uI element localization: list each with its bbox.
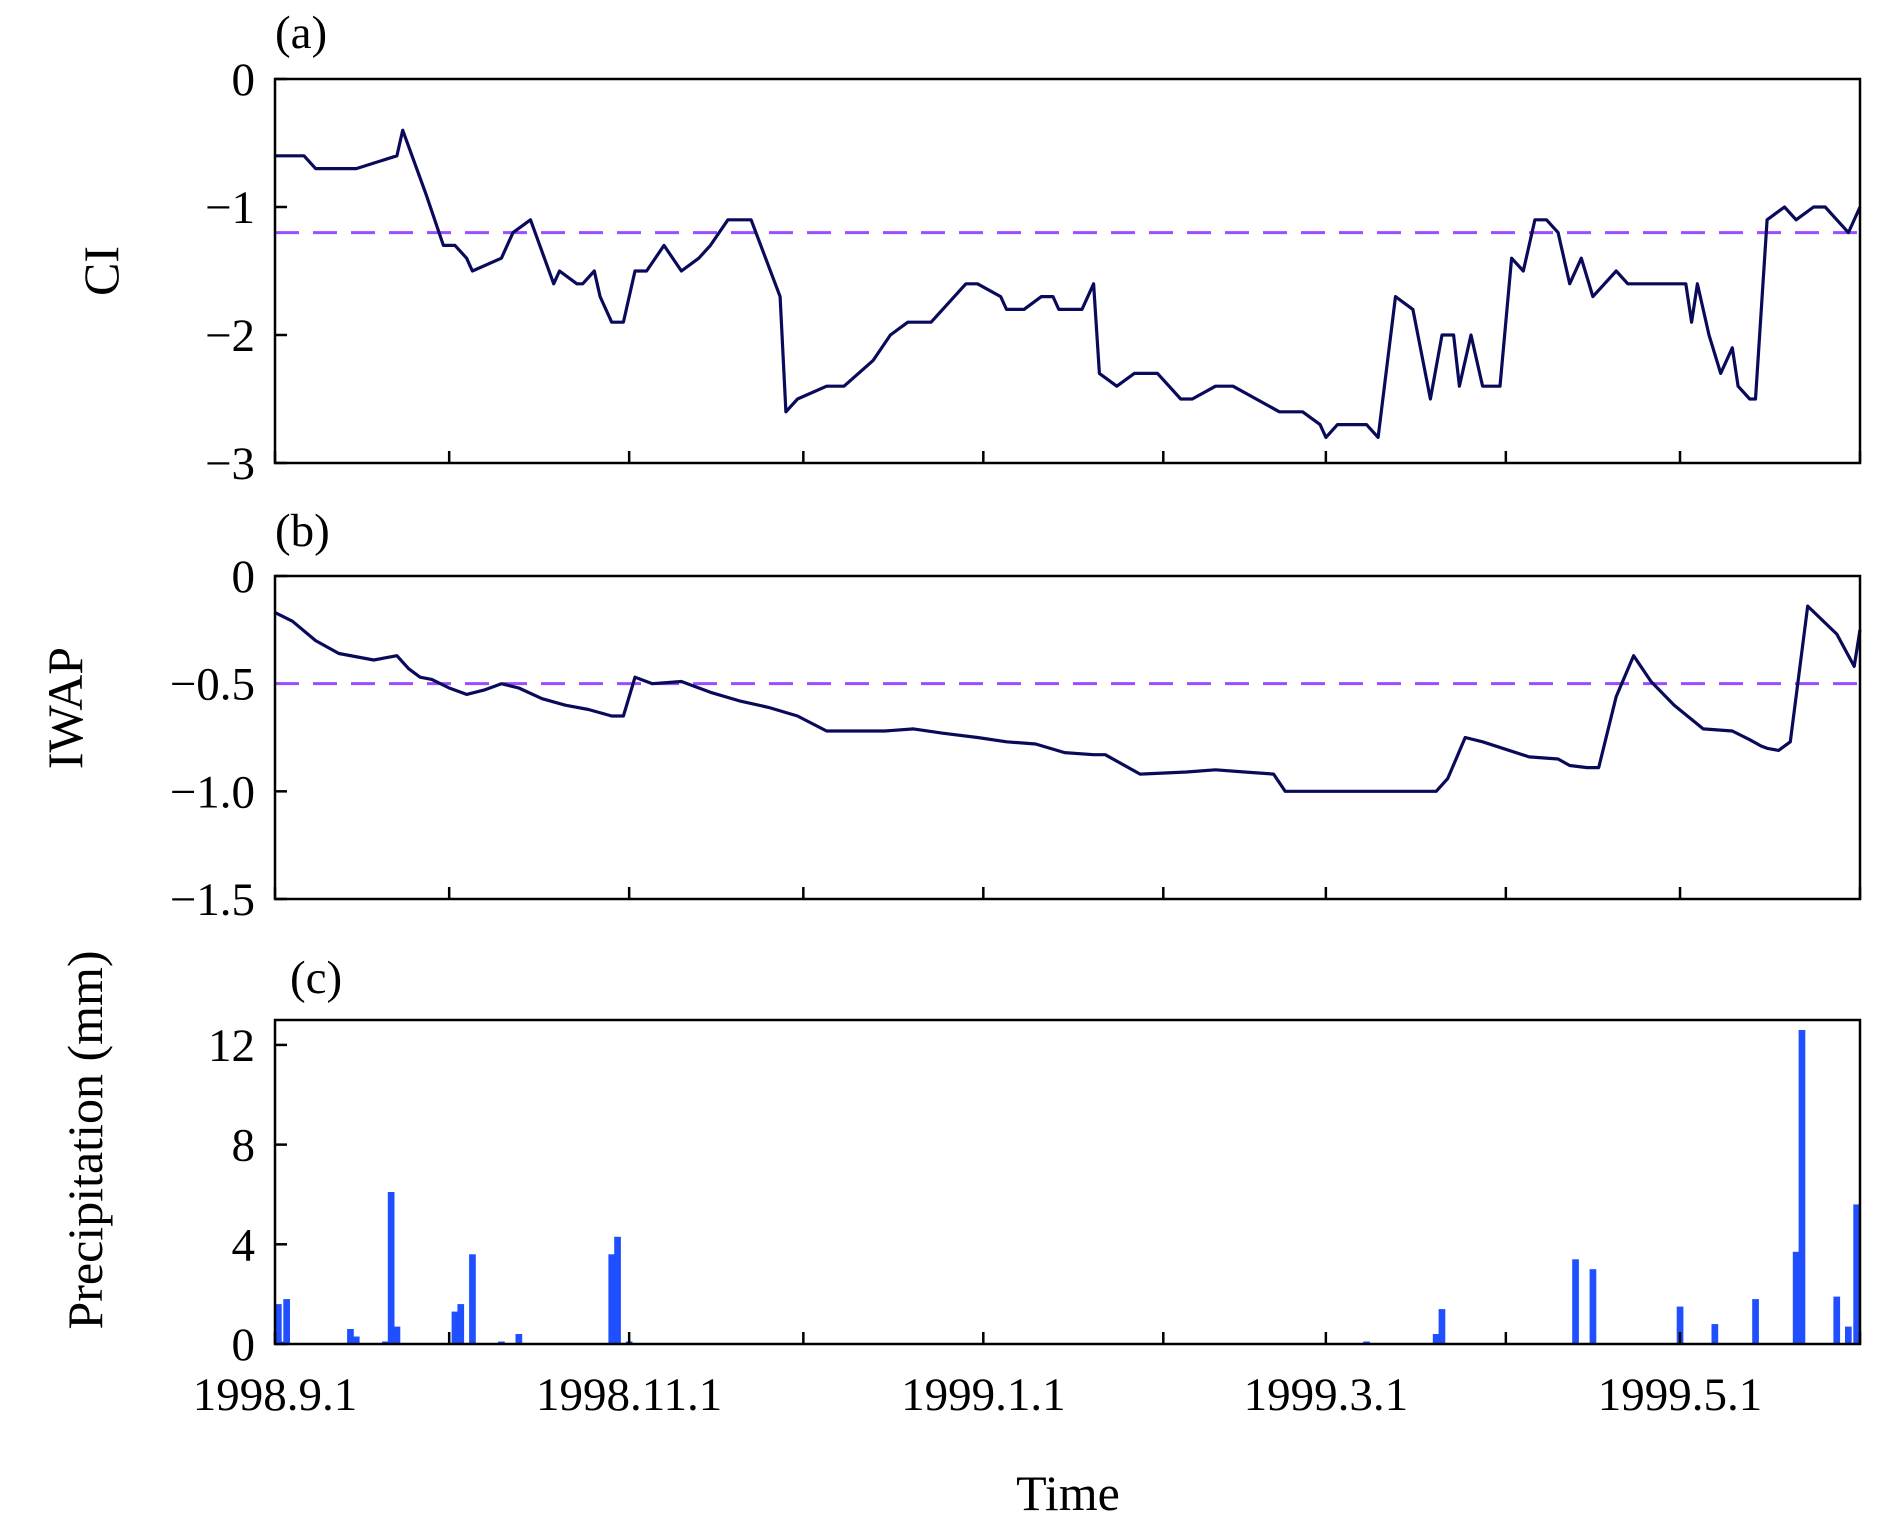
panel-a: (a) CI 0 −1 −2 −3 — [73, 7, 1862, 490]
panel-a-label: (a) — [275, 7, 327, 59]
panel-a-ylabel: CI — [73, 246, 129, 296]
panel-a-ci-line — [275, 128, 1862, 439]
panel-a-xticks — [273, 451, 1862, 463]
precip-bar — [614, 1236, 621, 1344]
ytick-label: −0.5 — [170, 659, 255, 711]
ytick-label: −2 — [205, 310, 255, 362]
precip-bar — [469, 1254, 476, 1344]
ytick-label: 8 — [232, 1120, 256, 1172]
xtick-label: 1999.1.1 — [901, 1369, 1066, 1421]
precip-bar — [387, 1192, 395, 1344]
precip-bar — [515, 1334, 523, 1344]
precip-bar — [1676, 1306, 1684, 1344]
panel-b-label: (b) — [275, 505, 330, 557]
precip-bar — [451, 1311, 459, 1344]
ytick-label: −1.5 — [170, 874, 255, 926]
xtick-label: 1999.5.1 — [1598, 1369, 1763, 1421]
precip-bar — [352, 1336, 360, 1344]
x-axis-title: Time — [1016, 1465, 1120, 1519]
ytick-label: −1.0 — [170, 766, 255, 818]
panel-a-yticks: 0 −1 −2 −3 — [205, 54, 287, 490]
panel-c-ylabel: Precipitation (mm) — [57, 950, 113, 1329]
precip-bar — [1792, 1251, 1800, 1344]
precip-bar — [1589, 1269, 1597, 1344]
precip-bar — [1845, 1326, 1852, 1344]
precip-bar — [1752, 1299, 1759, 1344]
precip-bar — [1853, 1204, 1860, 1344]
precip-bar — [1432, 1334, 1440, 1344]
precip-bar — [1711, 1324, 1719, 1344]
ytick-label: 0 — [232, 1319, 256, 1371]
precip-bar — [283, 1299, 290, 1344]
precip-bar — [457, 1304, 465, 1344]
ytick-label: 0 — [232, 54, 256, 106]
panel-c-bars — [275, 1030, 1860, 1344]
panel-b-frame — [273, 574, 1862, 901]
ytick-label: 0 — [232, 551, 256, 603]
ytick-label: 4 — [232, 1219, 256, 1271]
ytick-label: 12 — [208, 1020, 255, 1072]
precip-bar — [393, 1326, 401, 1344]
panel-b: (b) IWAP 0 −0.5 −1.0 −1.5 — [37, 505, 1862, 926]
precip-bar — [347, 1329, 354, 1344]
ytick-label: −3 — [205, 438, 255, 490]
panel-c-label: (c) — [290, 952, 342, 1004]
precip-bar — [1572, 1259, 1579, 1344]
xtick-label: 1999.3.1 — [1244, 1369, 1409, 1421]
precip-bar — [1438, 1309, 1446, 1344]
xtick-label: 1998.9.1 — [193, 1369, 358, 1421]
xtick-label: 1998.11.1 — [536, 1369, 722, 1421]
panel-a-frame — [273, 77, 1862, 465]
precip-bar — [608, 1254, 616, 1344]
precip-bar — [1833, 1296, 1841, 1344]
panel-b-iwap-line — [274, 604, 1862, 793]
panel-b-ylabel: IWAP — [37, 647, 93, 769]
panel-b-yticks: 0 −0.5 −1.0 −1.5 — [170, 551, 287, 926]
panel-c-xticks: 1998.9.1 1998.11.1 1999.1.1 1999.3.1 1999.5.… — [193, 1332, 1862, 1421]
precip-bar — [275, 1304, 282, 1344]
panel-c-frame — [273, 1018, 1862, 1346]
precip-bar — [1798, 1030, 1806, 1344]
ytick-label: −1 — [205, 182, 255, 234]
panel-b-xticks — [273, 887, 1862, 899]
